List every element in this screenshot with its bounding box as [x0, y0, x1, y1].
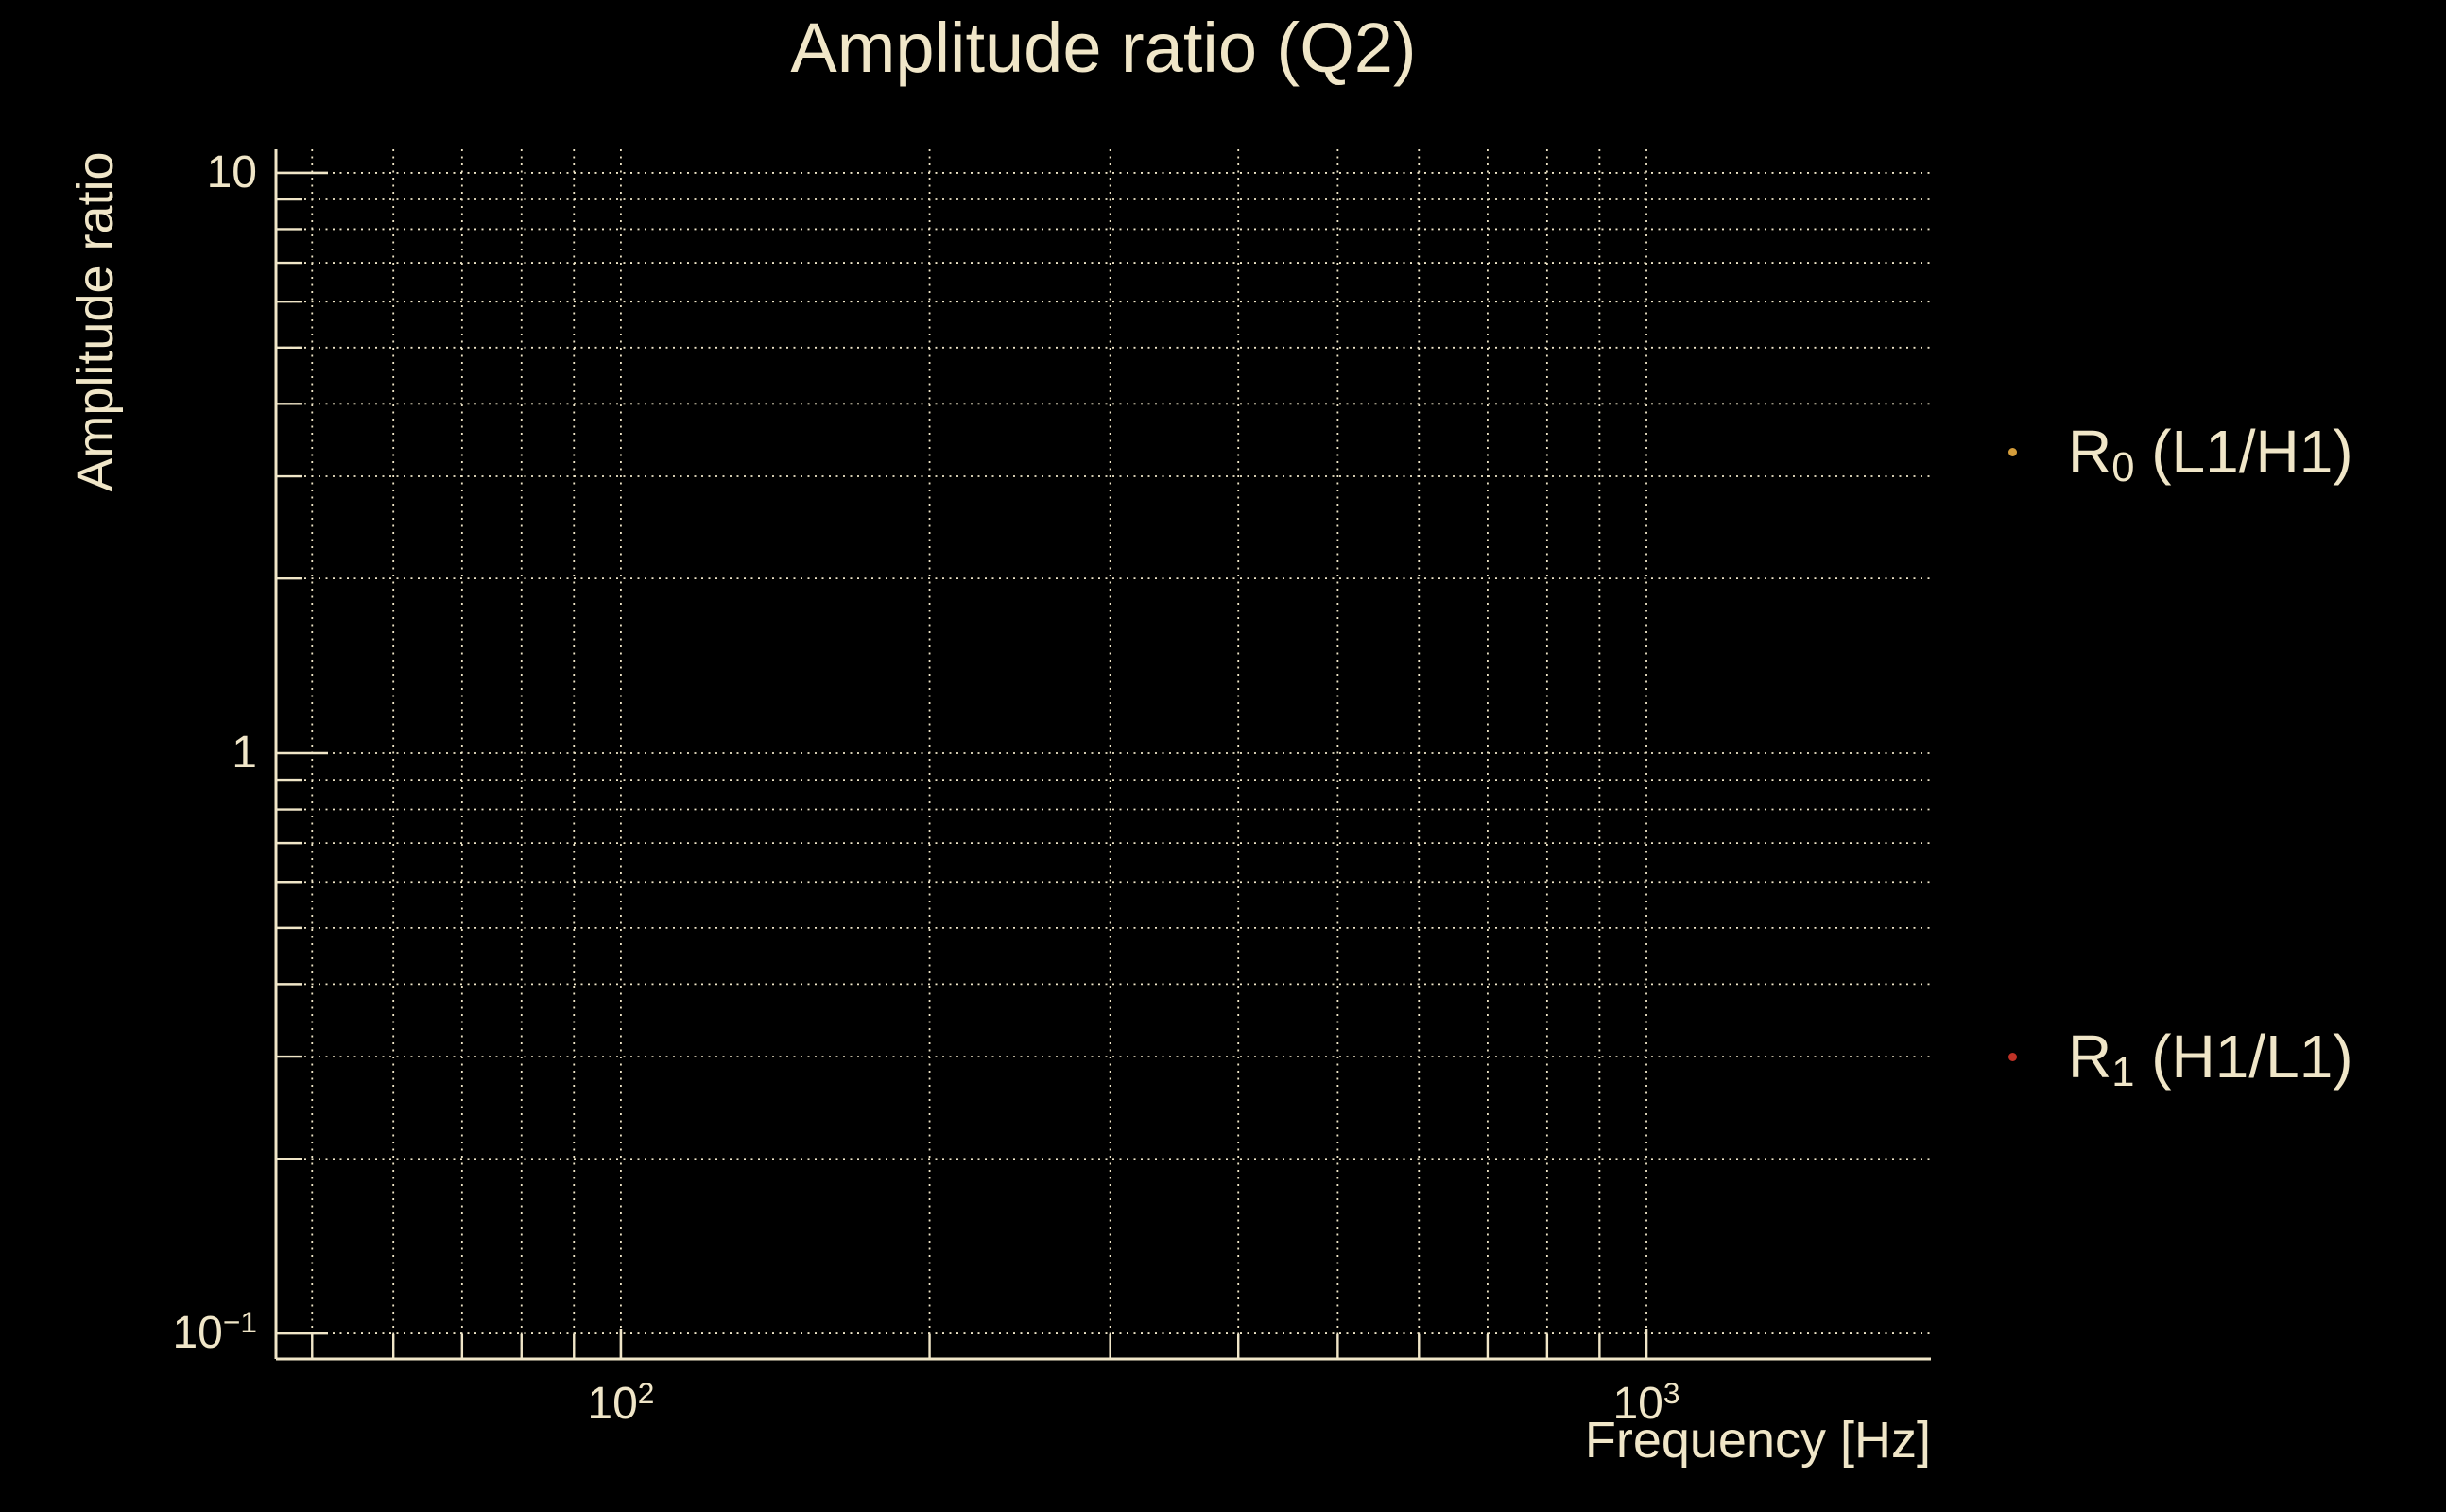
y-tick-label-exponent: −1: [222, 1305, 257, 1340]
legend-label-r0-rest: (L1/H1): [2134, 417, 2353, 486]
legend-label-r1: R1 (H1/L1): [2068, 1022, 2353, 1096]
x-tick-label: 102: [526, 1376, 715, 1433]
y-tick-label: 1: [113, 725, 257, 782]
legend-label-r0-base: R: [2068, 417, 2112, 486]
legend-entry-r1: R1 (H1/L1): [2008, 1021, 2353, 1096]
x-tick-label-base: 10: [587, 1379, 638, 1429]
legend-label-r1-rest: (H1/L1): [2134, 1022, 2353, 1091]
x-tick-label: 103: [1552, 1376, 1741, 1433]
x-axis-label: Frequency [Hz]: [1584, 1412, 1931, 1469]
y-tick-label: 10: [113, 145, 257, 201]
legend-label-r1-sub: 1: [2111, 1050, 2135, 1096]
y-tick-label-base: 1: [232, 728, 257, 778]
legend-label-r0: R0 (L1/H1): [2068, 417, 2353, 491]
y-tick-label-base: 10: [206, 146, 257, 198]
x-tick-label-base: 10: [1612, 1379, 1663, 1429]
legend-label-r1-base: R: [2068, 1022, 2112, 1091]
legend-label-r0-sub: 0: [2111, 445, 2135, 491]
x-tick-label-exponent: 2: [637, 1376, 655, 1411]
legend-marker-r0-dot-icon: [2008, 447, 2017, 456]
legend-marker-r1-dot-icon: [2008, 1052, 2017, 1061]
y-tick-label: 10−1: [113, 1305, 257, 1362]
legend-entry-r0: R0 (L1/H1): [2008, 416, 2353, 491]
x-tick-label-exponent: 3: [1662, 1376, 1680, 1411]
chart-title: Amplitude ratio (Q2): [790, 9, 1417, 87]
y-tick-label-base: 10: [172, 1308, 223, 1359]
